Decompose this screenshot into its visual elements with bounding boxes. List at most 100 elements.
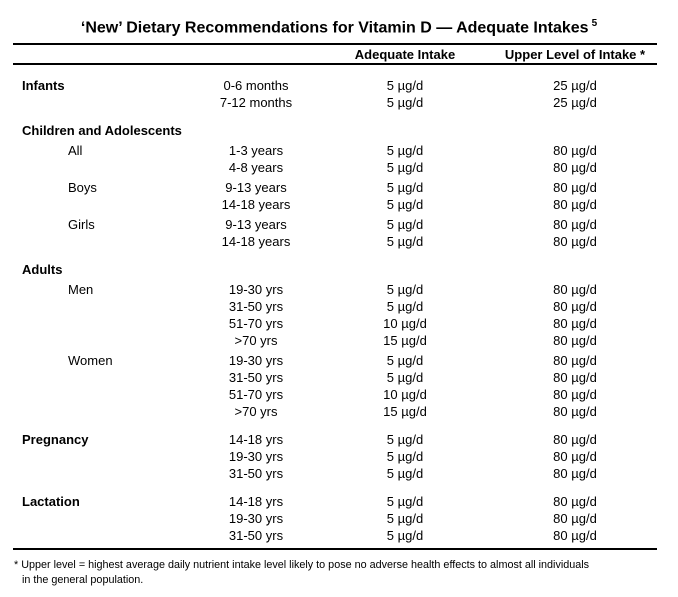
age-cell: 0-6 months — [223, 78, 289, 93]
age-cell: 9-13 years — [225, 180, 287, 195]
group-pregnancy: Pregnancy 14-18 yrs 5 µg/d 80 µg/d 19-30 yrs… — [0, 431, 678, 482]
upper-level-cell: 80 µg/d — [553, 282, 597, 297]
subgroup-girls: Girls 9-13 years 5 µg/d 80 µg/d 14-18 years 5… — [0, 216, 678, 250]
table-row: 31-50 yrs 5 µg/d 80 µg/d — [0, 465, 678, 482]
adequate-intake-cell: 5 µg/d — [386, 282, 424, 297]
footnote-line2: in the general population. — [22, 574, 144, 586]
subgroup-lactation: Lactation 14-18 yrs 5 µg/d 80 µg/d 19-30 yrs… — [0, 493, 678, 544]
column-header-upper-level: Upper Level of Intake * — [504, 46, 646, 62]
subgroup-label: All — [68, 143, 83, 158]
adequate-intake-cell: 5 µg/d — [386, 180, 424, 195]
upper-level-cell: 80 µg/d — [553, 387, 597, 402]
adequate-intake-cell: 5 µg/d — [386, 528, 424, 543]
upper-level-cell: 80 µg/d — [553, 234, 597, 249]
age-cell: 19-30 yrs — [228, 353, 284, 368]
adequate-intake-cell: 5 µg/d — [386, 78, 424, 93]
title-superscript: 5 — [591, 18, 598, 29]
upper-level-cell: 80 µg/d — [553, 180, 597, 195]
adequate-intake-cell: 5 µg/d — [386, 466, 424, 481]
upper-level-cell: 80 µg/d — [553, 143, 597, 158]
table-row: >70 yrs 15 µg/d 80 µg/d — [0, 403, 678, 420]
subgroup-label: Men — [68, 282, 94, 297]
header-rule — [13, 63, 657, 65]
upper-level-cell: 80 µg/d — [553, 466, 597, 481]
top-rule — [13, 43, 657, 45]
upper-level-cell: 25 µg/d — [553, 78, 597, 93]
subgroup-label: Women — [68, 353, 113, 368]
adequate-intake-cell: 10 µg/d — [383, 387, 427, 402]
subgroup-infants: Infants 0-6 months 5 µg/d 25 µg/d 7-12 month… — [0, 77, 678, 111]
upper-level-cell: 25 µg/d — [553, 95, 597, 110]
table-row: Girls 9-13 years 5 µg/d 80 µg/d — [0, 216, 678, 233]
adequate-intake-cell: 15 µg/d — [383, 333, 427, 348]
table-row: 51-70 yrs 10 µg/d 80 µg/d — [0, 315, 678, 332]
upper-level-cell: 80 µg/d — [553, 528, 597, 543]
upper-level-cell: 80 µg/d — [553, 197, 597, 212]
table-row: Infants 0-6 months 5 µg/d 25 µg/d — [0, 77, 678, 94]
upper-level-cell: 80 µg/d — [553, 353, 597, 368]
table-body: Infants 0-6 months 5 µg/d 25 µg/d 7-12 month… — [0, 65, 678, 544]
upper-level-cell: 80 µg/d — [553, 299, 597, 314]
upper-level-cell: 80 µg/d — [553, 333, 597, 348]
upper-level-cell: 80 µg/d — [553, 449, 597, 464]
adequate-intake-cell: 5 µg/d — [386, 95, 424, 110]
adequate-intake-cell: 5 µg/d — [386, 160, 424, 175]
table-row: 4-8 years 5 µg/d 80 µg/d — [0, 159, 678, 176]
table-row: 19-30 yrs 5 µg/d 80 µg/d — [0, 448, 678, 465]
page-title: ‘New’ Dietary Recommendations for Vitami… — [0, 13, 678, 37]
subgroup-pregnancy: Pregnancy 14-18 yrs 5 µg/d 80 µg/d 19-30 yrs… — [0, 431, 678, 482]
upper-level-cell: 80 µg/d — [553, 370, 597, 385]
subgroup-label: Boys — [68, 180, 97, 195]
group-label: Adults — [22, 262, 63, 277]
adequate-intake-cell: 10 µg/d — [383, 316, 427, 331]
upper-level-cell: 80 µg/d — [553, 404, 597, 419]
age-cell: 7-12 months — [219, 95, 293, 110]
upper-level-cell: 80 µg/d — [553, 511, 597, 526]
group-label: Lactation — [22, 494, 80, 509]
group-label-row: Adults — [0, 261, 678, 278]
age-cell: 14-18 years — [221, 197, 291, 212]
age-cell: 1-3 years — [228, 143, 284, 158]
group-lactation: Lactation 14-18 yrs 5 µg/d 80 µg/d 19-30 yrs… — [0, 493, 678, 544]
subgroup-label: Girls — [68, 217, 95, 232]
table-row: >70 yrs 15 µg/d 80 µg/d — [0, 332, 678, 349]
age-cell: 31-50 yrs — [228, 528, 284, 543]
age-cell: 31-50 yrs — [228, 299, 284, 314]
table-row: 31-50 yrs 5 µg/d 80 µg/d — [0, 527, 678, 544]
age-cell: 31-50 yrs — [228, 466, 284, 481]
table-row: 51-70 yrs 10 µg/d 80 µg/d — [0, 386, 678, 403]
table-row: 31-50 yrs 5 µg/d 80 µg/d — [0, 298, 678, 315]
group-label: Children and Adolescents — [22, 123, 182, 138]
subgroup-all: All 1-3 years 5 µg/d 80 µg/d 4-8 years 5 µg/d… — [0, 142, 678, 176]
adequate-intake-cell: 5 µg/d — [386, 353, 424, 368]
age-cell: 31-50 yrs — [228, 370, 284, 385]
age-cell: 19-30 yrs — [228, 449, 284, 464]
table-row: Men 19-30 yrs 5 µg/d 80 µg/d — [0, 281, 678, 298]
adequate-intake-cell: 5 µg/d — [386, 449, 424, 464]
adequate-intake-cell: 5 µg/d — [386, 234, 424, 249]
age-cell: 19-30 yrs — [228, 282, 284, 297]
column-header-adequate-intake: Adequate Intake — [354, 46, 456, 62]
group-label: Pregnancy — [22, 432, 89, 447]
table-row: Boys 9-13 years 5 µg/d 80 µg/d — [0, 179, 678, 196]
page-title-text: ‘New’ Dietary Recommendations for Vitami… — [80, 19, 589, 37]
upper-level-cell: 80 µg/d — [553, 160, 597, 175]
age-cell: 51-70 yrs — [228, 316, 284, 331]
group-label-row: Children and Adolescents — [0, 122, 678, 139]
footnote: * Upper level = highest average daily nu… — [14, 558, 657, 588]
adequate-intake-cell: 5 µg/d — [386, 511, 424, 526]
table-row: 14-18 years 5 µg/d 80 µg/d — [0, 233, 678, 250]
table-row: Women 19-30 yrs 5 µg/d 80 µg/d — [0, 352, 678, 369]
upper-level-cell: 80 µg/d — [553, 217, 597, 232]
group-label: Infants — [22, 78, 65, 93]
table-row: 19-30 yrs 5 µg/d 80 µg/d — [0, 510, 678, 527]
adequate-intake-cell: 5 µg/d — [386, 143, 424, 158]
bottom-rule — [13, 548, 657, 550]
adequate-intake-cell: 5 µg/d — [386, 370, 424, 385]
adequate-intake-cell: 15 µg/d — [383, 404, 427, 419]
adequate-intake-cell: 5 µg/d — [386, 299, 424, 314]
age-cell: 4-8 years — [228, 160, 284, 175]
group-adults: Adults Men 19-30 yrs 5 µg/d 80 µg/d 31-50 yrs… — [0, 261, 678, 420]
subgroup-men: Men 19-30 yrs 5 µg/d 80 µg/d 31-50 yrs 5 µg/d… — [0, 281, 678, 349]
